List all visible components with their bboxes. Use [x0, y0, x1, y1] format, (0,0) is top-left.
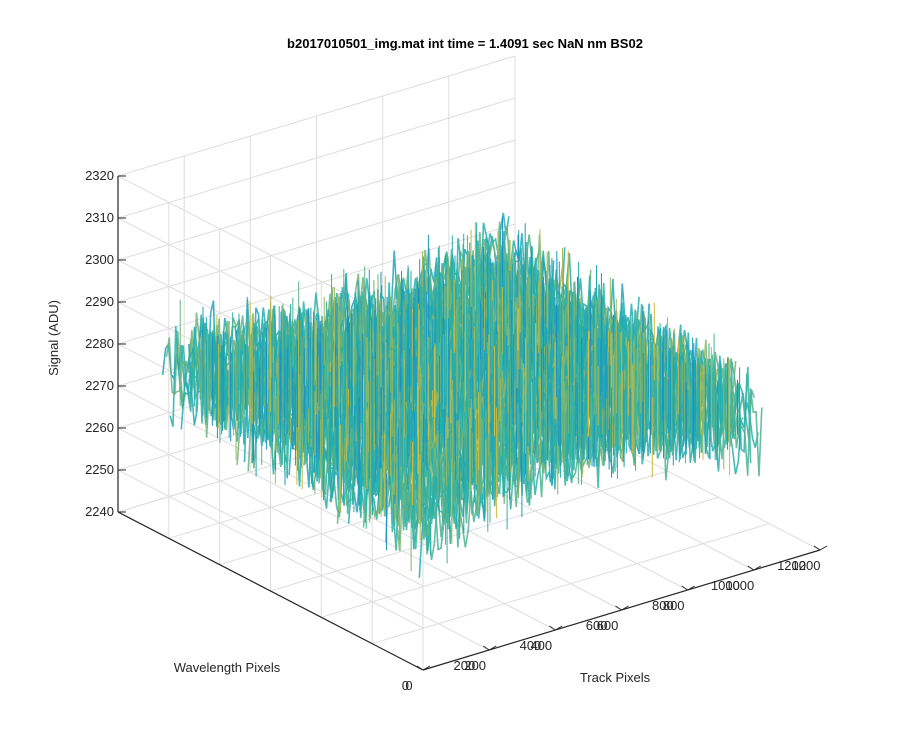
x-tick-label: 800 — [663, 598, 685, 613]
x-tick-label: 600 — [597, 618, 619, 633]
surface-mesh — [161, 212, 763, 578]
y-tick-mark — [555, 625, 563, 631]
y-tick-label: 400 — [520, 638, 542, 653]
y-tick-label: 800 — [652, 598, 674, 613]
grid-line — [117, 181, 516, 303]
y-tick-label: 200 — [453, 658, 475, 673]
grid-line — [321, 496, 719, 618]
y-tick-label: 0 — [402, 678, 409, 693]
x-tick-label: 1200 — [792, 558, 821, 573]
grid-line — [117, 223, 516, 345]
z-tick-label: 2250 — [85, 462, 114, 477]
x-tick-mark — [549, 625, 556, 631]
x-tick-mark — [681, 585, 688, 591]
y-tick-mark — [687, 585, 695, 591]
y-tick-label: 600 — [586, 618, 608, 633]
x-tick-label: 0 — [405, 678, 412, 693]
tick-labels: 0200400600800100012000200400600800100012… — [85, 168, 820, 693]
y-axis-label: Wavelength Pixels — [174, 660, 281, 675]
y-tick-label: 1000 — [711, 578, 740, 593]
grid-line — [117, 139, 516, 261]
grid-line — [117, 97, 516, 219]
x-tick-mark — [416, 665, 424, 671]
x-axis-label: Track Pixels — [580, 670, 651, 685]
z-tick-label: 2310 — [85, 210, 114, 225]
axes — [117, 175, 828, 671]
x-tick-mark — [747, 565, 755, 571]
x-tick-mark — [482, 645, 490, 651]
z-tick-label: 2290 — [85, 294, 114, 309]
grid-line — [372, 523, 770, 645]
z-tick-label: 2260 — [85, 420, 114, 435]
x-tick-label: 200 — [464, 658, 486, 673]
y-tick-mark — [422, 665, 431, 671]
z-tick-label: 2280 — [85, 336, 114, 351]
x-tick-mark — [813, 545, 821, 551]
x-tick-label: 1000 — [725, 578, 754, 593]
y-axis-line — [117, 511, 424, 671]
grid-line — [270, 470, 668, 592]
y-tick-label: 1200 — [777, 558, 806, 573]
grid-line — [117, 55, 516, 177]
z-tick-label: 2320 — [85, 168, 114, 183]
chart-title: b2017010501_img.mat int time = 1.4091 se… — [287, 36, 643, 51]
z-tick-label: 2240 — [85, 504, 114, 519]
y-tick-mark — [753, 565, 762, 571]
x-tick-mark — [615, 605, 622, 611]
z-tick-label: 2270 — [85, 378, 114, 393]
z-tick-label: 2300 — [85, 252, 114, 267]
y-tick-mark — [819, 545, 828, 551]
z-axis-label: Signal (ADU) — [46, 300, 61, 376]
x-tick-label: 400 — [530, 638, 552, 653]
y-tick-mark — [621, 605, 629, 611]
y-tick-mark — [488, 645, 497, 651]
